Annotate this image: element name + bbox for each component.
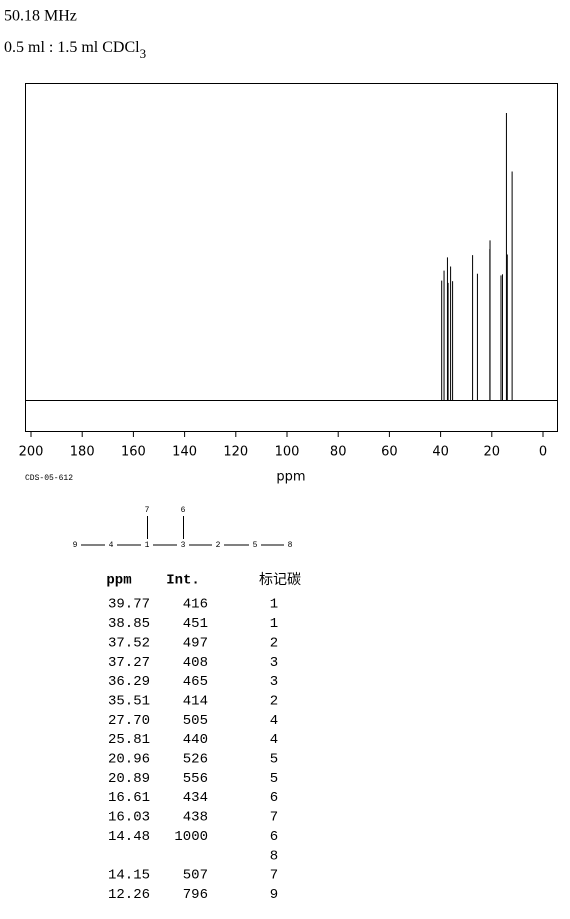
carbon-cell: 1 xyxy=(270,597,278,613)
ppm-cell: 20.89 xyxy=(108,771,150,787)
ppm-cell: 25.81 xyxy=(108,732,150,748)
table-header: Int. xyxy=(166,573,200,589)
ppm-cell: 20.96 xyxy=(108,752,150,768)
atom-label: 7 xyxy=(145,506,150,515)
int-cell: 1000 xyxy=(174,829,208,845)
int-cell: 556 xyxy=(183,771,208,787)
int-cell: 796 xyxy=(183,887,208,903)
ppm-cell: 14.15 xyxy=(108,868,150,884)
ppm-cell: 16.61 xyxy=(108,790,150,806)
int-cell: 465 xyxy=(183,674,208,690)
int-cell: 507 xyxy=(183,868,208,884)
plot-frame xyxy=(25,83,558,432)
x-tick-label: 0 xyxy=(539,445,547,460)
solvent: 0.5 ml : 1.5 ml CDCl3 xyxy=(4,39,146,61)
ppm-cell: 39.77 xyxy=(108,597,150,613)
atom-label: 5 xyxy=(253,541,258,550)
carbon-cell: 3 xyxy=(270,655,278,671)
int-cell: 414 xyxy=(183,693,208,709)
ppm-cell: 27.70 xyxy=(108,713,150,729)
frequency: 50.18 MHz xyxy=(4,8,77,25)
ppm-cell: 35.51 xyxy=(108,693,150,709)
atom-label: 6 xyxy=(181,506,186,515)
atom-label: 4 xyxy=(109,541,114,550)
solvent-subscript: 3 xyxy=(140,46,147,61)
atom-label: 1 xyxy=(145,541,150,550)
solvent-text: 0.5 ml : 1.5 ml CDCl xyxy=(4,39,140,56)
carbon-cell: 4 xyxy=(270,713,278,729)
x-tick-label: 20 xyxy=(484,445,501,460)
atom-label: 8 xyxy=(288,541,293,550)
carbon-cell: 5 xyxy=(270,752,278,768)
int-cell: 526 xyxy=(183,752,208,768)
carbon-cell: 6 xyxy=(270,790,278,806)
carbon-cell: 4 xyxy=(270,732,278,748)
x-axis-label: ppm xyxy=(276,470,305,485)
atom-label: 2 xyxy=(216,541,221,550)
x-tick-label: 140 xyxy=(172,445,197,460)
carbon-cell: 2 xyxy=(270,693,278,709)
structure-bonds xyxy=(81,516,284,546)
int-cell: 505 xyxy=(183,713,208,729)
int-cell: 497 xyxy=(183,635,208,651)
ppm-cell: 37.52 xyxy=(108,635,150,651)
int-cell: 438 xyxy=(183,810,208,826)
atom-label: 9 xyxy=(73,541,78,550)
x-tick-label: 160 xyxy=(121,445,146,460)
x-tick-label: 180 xyxy=(70,445,95,460)
carbon-cell: 8 xyxy=(270,848,278,864)
ppm-cell: 36.29 xyxy=(108,674,150,690)
x-tick-label: 120 xyxy=(223,445,248,460)
carbon-cell: 2 xyxy=(270,635,278,651)
carbon-cell: 9 xyxy=(270,887,278,903)
ppm-cell: 37.27 xyxy=(108,655,150,671)
atom-label: 3 xyxy=(181,541,186,550)
x-tick-label: 60 xyxy=(381,445,398,460)
int-cell: 451 xyxy=(183,616,208,632)
carbon-cell: 5 xyxy=(270,771,278,787)
ppm-cell: 12.26 xyxy=(108,887,150,903)
ppm-cell: 14.48 xyxy=(108,829,150,845)
x-tick-label: 200 xyxy=(19,445,44,460)
ppm-cell: 16.03 xyxy=(108,810,150,826)
x-tick-label: 100 xyxy=(275,445,300,460)
carbon-cell: 6 xyxy=(270,829,278,845)
carbon-cell: 1 xyxy=(270,616,278,632)
int-cell: 440 xyxy=(183,732,208,748)
int-cell: 416 xyxy=(183,597,208,613)
table-header: ppm xyxy=(106,573,131,589)
x-tick-label: 80 xyxy=(330,445,347,460)
sample-id: CDS-05-612 xyxy=(25,474,73,483)
table-header: 标记碳 xyxy=(259,572,301,588)
ppm-cell: 38.85 xyxy=(108,616,150,632)
carbon-cell: 7 xyxy=(270,810,278,826)
carbon-cell: 7 xyxy=(270,868,278,884)
carbon-cell: 3 xyxy=(270,674,278,690)
x-tick-label: 40 xyxy=(432,445,449,460)
int-cell: 434 xyxy=(183,790,208,806)
int-cell: 408 xyxy=(183,655,208,671)
